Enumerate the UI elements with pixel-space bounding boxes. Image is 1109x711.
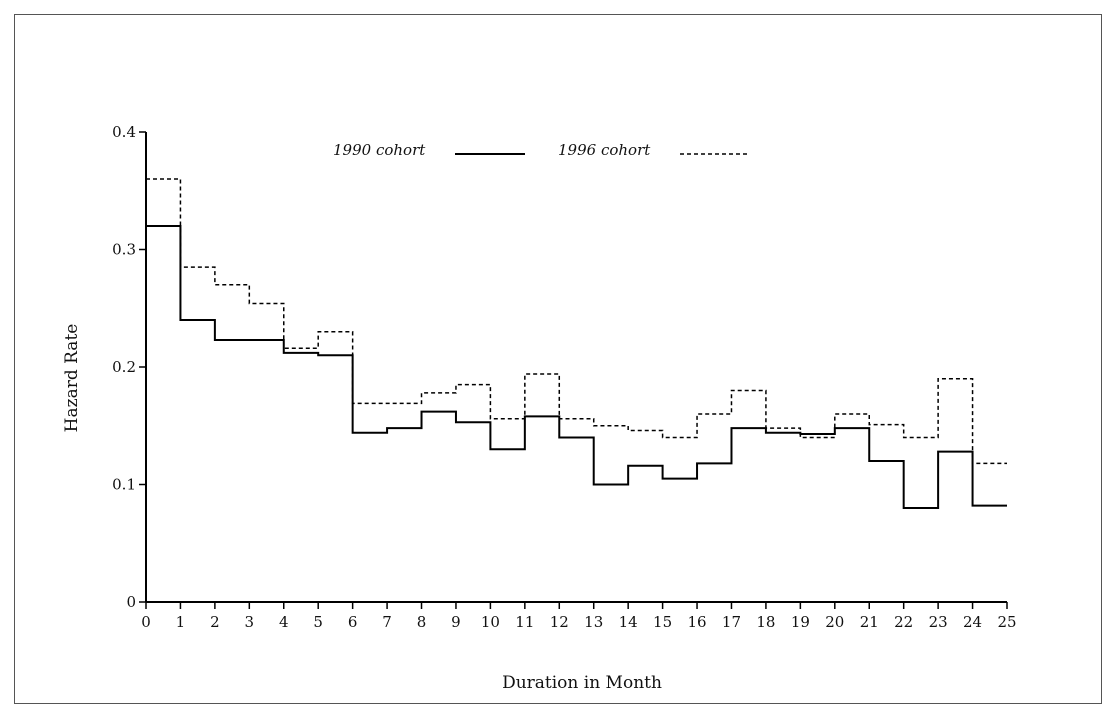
chart-frame: 0 1 2 3 4 5 6 7 8 9 10 11 12 13 14 15 16 17 18 19 20 21 22 23 24… bbox=[14, 14, 1102, 704]
x-tick-label: 5 bbox=[313, 613, 323, 631]
series-line-dashed bbox=[146, 178, 1007, 465]
x-tick-label: 22 bbox=[894, 613, 913, 631]
x-tick-label: 25 bbox=[997, 613, 1016, 631]
legend: 1990 cohort 1996 cohort bbox=[333, 141, 750, 159]
x-tick-label: 23 bbox=[929, 613, 948, 631]
y-tick-label: 0.4 bbox=[112, 123, 136, 141]
x-tick-label: 11 bbox=[515, 613, 534, 631]
x-tick-label: 13 bbox=[584, 613, 603, 631]
x-tick-label: 10 bbox=[481, 613, 500, 631]
hazard-rate-chart: 0 1 2 3 4 5 6 7 8 9 10 11 12 13 14 15 16 17 18 19 20 21 22 23 24… bbox=[62, 123, 1017, 693]
y-tick-label: 0 bbox=[126, 593, 136, 611]
x-tick-label: 20 bbox=[825, 613, 844, 631]
x-tick-label: 12 bbox=[550, 613, 569, 631]
legend-label: 1990 cohort bbox=[333, 141, 426, 159]
x-tick-label: 4 bbox=[279, 613, 289, 631]
x-tick-label: 18 bbox=[756, 613, 775, 631]
axes: 0 1 2 3 4 5 6 7 8 9 10 11 12 13 14 15 16 17 18 19 20 21 22 23 24… bbox=[112, 123, 1016, 631]
x-tick-label: 15 bbox=[653, 613, 672, 631]
x-tick-label: 0 bbox=[141, 613, 151, 631]
y-tick-label: 0.1 bbox=[112, 476, 136, 494]
x-tick-label: 21 bbox=[860, 613, 879, 631]
x-tick-label: 8 bbox=[417, 613, 427, 631]
series-line-solid bbox=[146, 225, 1007, 509]
x-tick-label: 2 bbox=[210, 613, 220, 631]
legend-label: 1996 cohort bbox=[558, 141, 651, 159]
y-tick-label: 0.3 bbox=[112, 241, 136, 259]
y-axis-title: Hazard Rate bbox=[62, 324, 82, 433]
x-tick-label: 17 bbox=[722, 613, 741, 631]
x-tick-label: 16 bbox=[687, 613, 706, 631]
x-tick-label: 7 bbox=[382, 613, 392, 631]
x-tick-label: 19 bbox=[791, 613, 810, 631]
y-tick-label: 0.2 bbox=[112, 358, 136, 376]
x-axis-title: Duration in Month bbox=[502, 673, 662, 693]
x-tick-label: 3 bbox=[245, 613, 255, 631]
x-tick-label: 14 bbox=[619, 613, 638, 631]
x-tick-label: 24 bbox=[963, 613, 982, 631]
x-tick-label: 1 bbox=[176, 613, 186, 631]
x-tick-label: 6 bbox=[348, 613, 358, 631]
x-tick-label: 9 bbox=[451, 613, 461, 631]
series-layer bbox=[146, 178, 1007, 509]
